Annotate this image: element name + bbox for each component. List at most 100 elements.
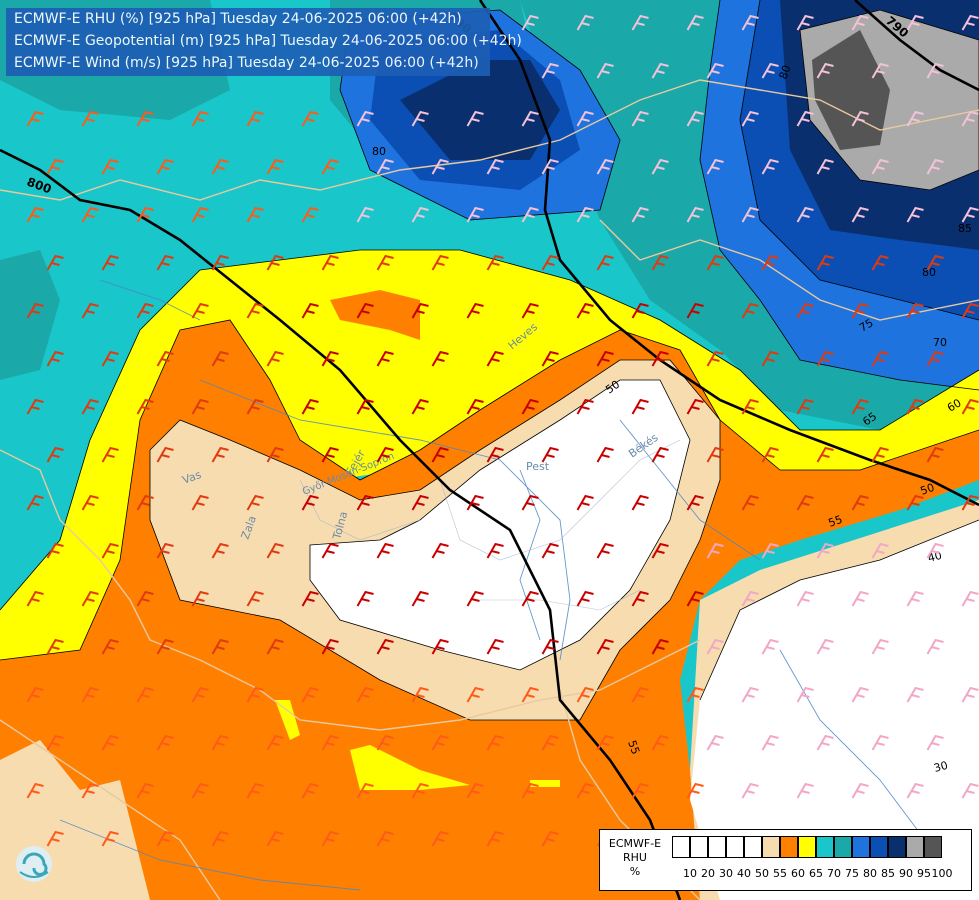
wind-barb	[906, 110, 924, 127]
wind-barb	[761, 446, 779, 463]
wind-barb	[301, 782, 319, 799]
wind-barb	[376, 542, 394, 559]
wind-barb	[761, 158, 779, 175]
wind-barb	[156, 734, 174, 751]
wind-barb	[211, 542, 229, 559]
wind-barb	[816, 62, 834, 79]
wind-barb	[46, 638, 64, 655]
wind-barb	[521, 398, 539, 415]
wind-barb	[926, 638, 944, 655]
wind-barb	[741, 686, 759, 703]
legend-swatch	[852, 836, 870, 858]
wind-barb	[596, 254, 614, 271]
wind-barb	[651, 62, 669, 79]
rhu-label: 50	[919, 481, 937, 498]
legend-tick: 90	[899, 867, 913, 880]
wind-barb	[211, 158, 229, 175]
wind-barb	[961, 14, 979, 31]
wind-barb	[521, 302, 539, 319]
wind-barb	[686, 782, 704, 799]
wind-barb	[906, 206, 924, 223]
wind-barb	[246, 302, 264, 319]
wind-barb	[816, 638, 834, 655]
wind-barb	[926, 158, 944, 175]
wind-barb	[651, 638, 669, 655]
wind-barb	[211, 638, 229, 655]
wind-barb	[651, 446, 669, 463]
wind-barb	[631, 206, 649, 223]
wind-barb	[321, 830, 339, 847]
wind-barb	[961, 590, 979, 607]
legend-variable: RHU	[623, 851, 647, 864]
wind-barb	[46, 734, 64, 751]
legend-tick: 80	[863, 867, 877, 880]
wind-barb	[871, 158, 889, 175]
wind-barb	[156, 542, 174, 559]
legend-swatch	[816, 836, 834, 858]
legend-swatch	[834, 836, 852, 858]
wind-barb	[191, 590, 209, 607]
wind-barb	[521, 782, 539, 799]
wind-barb	[596, 638, 614, 655]
wind-barb	[81, 206, 99, 223]
wind-barb	[651, 158, 669, 175]
wind-barb	[631, 302, 649, 319]
wind-barb	[156, 446, 174, 463]
wind-barb	[466, 686, 484, 703]
wind-barb	[246, 494, 264, 511]
wind-barb	[356, 110, 374, 127]
wind-barb	[266, 830, 284, 847]
wind-barb	[46, 158, 64, 175]
wind-barb	[431, 446, 449, 463]
rhu-label: 60	[945, 396, 964, 414]
wind-barb	[266, 158, 284, 175]
wind-barb	[961, 782, 979, 799]
wind-barb	[741, 494, 759, 511]
wind-barb	[871, 734, 889, 751]
wind-barb	[136, 686, 154, 703]
wind-barb	[301, 686, 319, 703]
wind-barb	[191, 494, 209, 511]
wind-barb	[651, 254, 669, 271]
wind-barb	[521, 494, 539, 511]
legend-swatch	[924, 836, 942, 858]
wind-barb	[816, 734, 834, 751]
wind-barb	[466, 494, 484, 511]
legend-unit: %	[629, 865, 641, 878]
wind-barb	[246, 590, 264, 607]
wind-barb	[26, 206, 44, 223]
wind-barb	[486, 350, 504, 367]
wind-barb	[851, 398, 869, 415]
legend-swatch	[762, 836, 780, 858]
region-label: Vas	[181, 468, 204, 487]
wind-barb	[961, 686, 979, 703]
wind-barb	[541, 542, 559, 559]
legend-swatch	[798, 836, 816, 858]
wind-barb	[431, 158, 449, 175]
wind-barb	[376, 638, 394, 655]
wind-barb	[706, 158, 724, 175]
wind-barb	[26, 302, 44, 319]
wind-barb	[191, 398, 209, 415]
wind-barb	[411, 494, 429, 511]
wind-barb	[301, 110, 319, 127]
wind-barb	[376, 158, 394, 175]
wind-barb	[851, 110, 869, 127]
wind-barb	[926, 350, 944, 367]
wind-barb	[521, 206, 539, 223]
wind-barb	[741, 590, 759, 607]
ecmwf-logo-icon	[16, 846, 52, 882]
wind-barb	[926, 62, 944, 79]
wind-barb	[46, 542, 64, 559]
wind-barb	[796, 206, 814, 223]
wind-barb	[576, 590, 594, 607]
wind-barb	[486, 446, 504, 463]
title-rhu: ECMWF-E RHU (%) [925 hPa] Tuesday 24-06-…	[14, 11, 462, 27]
wind-barb	[301, 302, 319, 319]
wind-barb	[961, 398, 979, 415]
wind-barb	[851, 14, 869, 31]
wind-barb	[796, 110, 814, 127]
legend-swatch	[780, 836, 798, 858]
color-legend: ECMWF-E RHU % 10 20 30 40 50 55 60 65 70 75 80 85 90…	[599, 829, 972, 891]
